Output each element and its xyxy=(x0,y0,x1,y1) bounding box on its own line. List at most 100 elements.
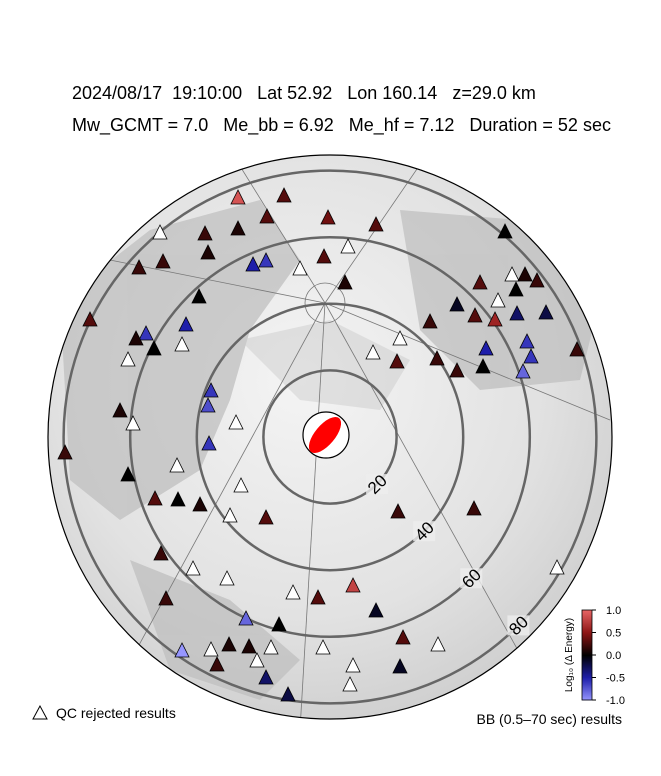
station xyxy=(466,500,482,516)
station xyxy=(233,477,249,493)
station xyxy=(368,216,384,232)
colorbar-cell xyxy=(582,614,592,617)
colorbar-cell xyxy=(582,666,592,669)
station xyxy=(120,351,136,367)
station xyxy=(310,589,326,605)
station xyxy=(131,259,147,275)
station xyxy=(315,639,331,655)
colorbar-label: Log₁₀ (Δ Energy) xyxy=(564,618,575,692)
colorbar-cell xyxy=(582,634,592,637)
station xyxy=(392,330,408,346)
distance-ring xyxy=(262,369,398,505)
station xyxy=(200,244,216,260)
legend-text: QC rejected results xyxy=(56,705,176,721)
colorbar-cell xyxy=(582,630,592,633)
station xyxy=(221,636,237,652)
station xyxy=(153,545,169,561)
station xyxy=(422,313,438,329)
colorbar-cell xyxy=(582,684,592,687)
globe-edge xyxy=(47,154,613,720)
legend-triangle xyxy=(32,704,48,720)
station xyxy=(169,457,185,473)
station xyxy=(345,577,361,593)
colorbar-cell xyxy=(582,646,592,649)
station xyxy=(203,382,219,398)
station xyxy=(258,252,274,268)
station xyxy=(259,208,275,224)
station xyxy=(128,330,144,346)
station xyxy=(316,248,332,264)
station xyxy=(258,669,274,685)
colorbar-cell xyxy=(582,622,592,625)
colorbar-cell xyxy=(582,676,592,679)
colorbar-cell xyxy=(582,638,592,641)
station xyxy=(82,311,98,327)
header-line: Mw_GCMT = 7.0 Me_bb = 6.92 Me_hf = 7.12 … xyxy=(72,115,611,136)
colorbar-cell xyxy=(582,686,592,689)
station xyxy=(178,316,194,332)
station xyxy=(340,238,356,254)
station xyxy=(245,256,261,272)
station xyxy=(508,281,524,297)
station xyxy=(138,325,154,341)
station xyxy=(263,639,279,655)
ring-label-bg xyxy=(413,521,436,542)
station xyxy=(201,435,217,451)
colorbar-tick-label: 0.5 xyxy=(606,628,621,640)
station xyxy=(487,311,503,327)
station xyxy=(200,397,216,413)
station xyxy=(155,253,171,269)
colorbar-cell xyxy=(582,640,592,643)
colorbar-cell xyxy=(582,668,592,671)
station xyxy=(147,490,163,506)
station xyxy=(192,496,208,512)
colorbar-cell xyxy=(582,650,592,653)
station xyxy=(392,658,408,674)
colorbar-cell xyxy=(582,624,592,627)
colorbar-tick-label: -0.5 xyxy=(606,673,625,685)
station xyxy=(191,288,207,304)
station xyxy=(230,220,246,236)
station xyxy=(529,272,545,288)
station xyxy=(292,260,308,276)
station xyxy=(509,305,525,321)
colorbar-cell xyxy=(582,694,592,697)
station xyxy=(285,584,301,600)
colorbar-cell xyxy=(582,618,592,621)
station xyxy=(280,686,296,702)
station xyxy=(185,560,201,576)
station xyxy=(174,642,190,658)
station xyxy=(504,266,520,282)
station xyxy=(158,590,174,606)
station xyxy=(152,224,168,240)
station xyxy=(249,652,265,668)
station xyxy=(241,638,257,654)
station xyxy=(523,348,539,364)
station xyxy=(271,616,287,632)
station xyxy=(490,292,506,308)
station xyxy=(197,225,213,241)
colorbar-cell xyxy=(582,698,592,701)
station xyxy=(120,466,136,482)
station xyxy=(467,307,483,323)
colorbar-tick-label: 0.0 xyxy=(606,650,621,662)
station xyxy=(389,353,405,369)
ring-label-bg xyxy=(460,568,483,589)
header-line: 2024/08/17 19:10:00 Lat 52.92 Lon 160.14… xyxy=(72,83,536,103)
colorbar-cell xyxy=(582,672,592,675)
graticule xyxy=(59,155,611,719)
colorbar-cell xyxy=(582,652,592,655)
station xyxy=(429,350,445,366)
distance-ring xyxy=(62,169,598,705)
station xyxy=(472,274,488,290)
station xyxy=(146,340,162,356)
station xyxy=(337,274,353,290)
station xyxy=(365,344,381,360)
ring-label-bg xyxy=(366,474,389,495)
colorbar-cell xyxy=(582,648,592,651)
colorbar-cell xyxy=(582,678,592,681)
colorbar-cell xyxy=(582,632,592,635)
station xyxy=(569,341,585,357)
station xyxy=(515,363,531,379)
